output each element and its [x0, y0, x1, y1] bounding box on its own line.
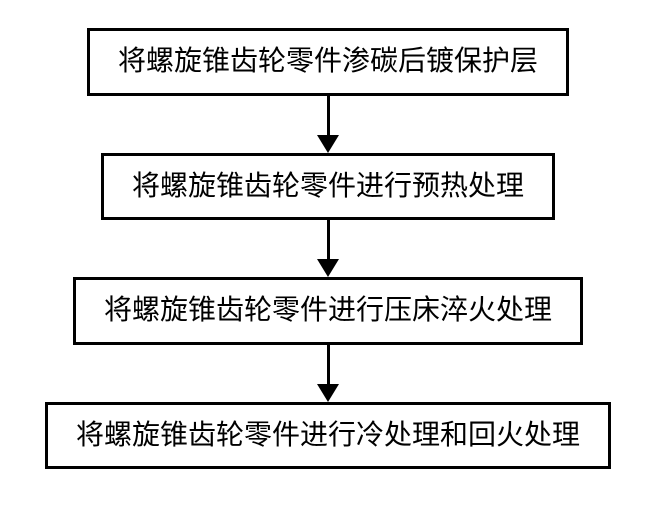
step-box-1: 将螺旋锥齿轮零件渗碳后镀保护层	[87, 28, 569, 96]
step-box-2: 将螺旋锥齿轮零件进行预热处理	[101, 153, 555, 221]
flowchart-container: 将螺旋锥齿轮零件渗碳后镀保护层 将螺旋锥齿轮零件进行预热处理 将螺旋锥齿轮零件进…	[0, 0, 656, 469]
step-label: 将螺旋锥齿轮零件进行冷处理和回火处理	[76, 420, 580, 451]
step-label: 将螺旋锥齿轮零件进行压床淬火处理	[104, 295, 552, 326]
step-label: 将螺旋锥齿轮零件进行预热处理	[132, 171, 524, 202]
arrow-down-icon	[317, 96, 339, 153]
arrow-down-icon	[317, 345, 339, 402]
arrow-down-icon	[317, 220, 339, 277]
step-label: 将螺旋锥齿轮零件渗碳后镀保护层	[118, 46, 538, 77]
step-box-3: 将螺旋锥齿轮零件进行压床淬火处理	[73, 277, 583, 345]
step-box-4: 将螺旋锥齿轮零件进行冷处理和回火处理	[45, 402, 611, 470]
